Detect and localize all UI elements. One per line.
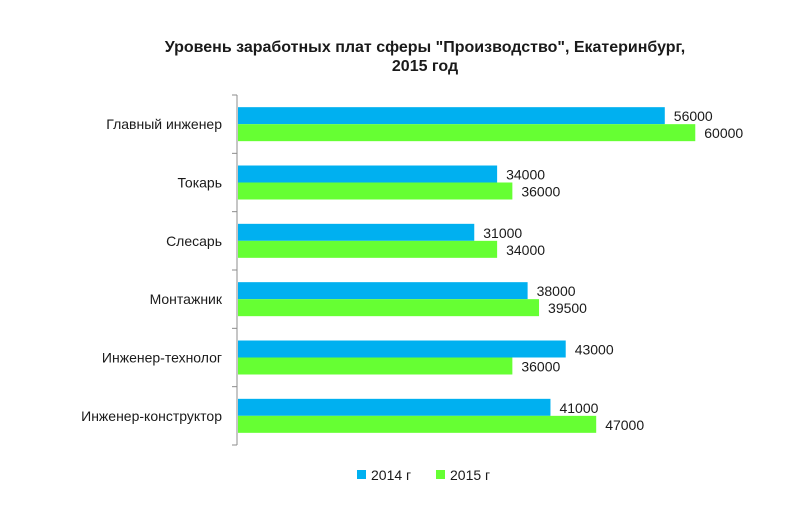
bar-2014	[238, 107, 665, 125]
data-label: 36000	[521, 184, 560, 200]
category-label: Главный инженер	[106, 116, 222, 132]
data-label: 38000	[537, 283, 576, 299]
legend-label: 2014 г	[371, 467, 411, 483]
bar-2014	[238, 340, 566, 358]
chart-title-line-2: 2015 год	[392, 58, 458, 75]
category-label: Инженер-конструктор	[81, 408, 222, 424]
data-label: 43000	[575, 342, 614, 358]
data-label: 47000	[605, 417, 644, 433]
category-label: Монтажник	[150, 291, 223, 307]
data-label: 36000	[521, 359, 560, 375]
data-label: 60000	[704, 125, 743, 141]
data-label: 39500	[548, 300, 587, 316]
bar-2015	[238, 415, 597, 433]
data-label: 34000	[506, 167, 545, 183]
bar-2015	[238, 299, 540, 317]
legend: 2014 г 2015 г	[357, 467, 490, 483]
category-label: Токарь	[177, 175, 222, 191]
data-label: 31000	[483, 225, 522, 241]
chart-title: Уровень заработных плат сферы "Производс…	[165, 39, 686, 75]
bar-2014	[238, 398, 551, 416]
category-label: Инженер-технолог	[102, 350, 222, 366]
bar-2015	[238, 182, 513, 200]
bar-2015	[238, 240, 498, 258]
bar-2015	[238, 357, 513, 375]
legend-label: 2015 г	[450, 467, 490, 483]
category-label: Слесарь	[166, 233, 222, 249]
bar-2014	[238, 165, 498, 183]
data-label: 41000	[559, 400, 598, 416]
legend-swatch	[357, 470, 366, 479]
bar-2015	[238, 124, 696, 142]
bar-2014	[238, 223, 475, 241]
data-label: 34000	[506, 242, 545, 258]
legend-swatch	[436, 470, 445, 479]
bar-2014	[238, 282, 528, 300]
data-label: 56000	[674, 108, 713, 124]
chart-title-line-1: Уровень заработных плат сферы "Производс…	[165, 39, 686, 56]
